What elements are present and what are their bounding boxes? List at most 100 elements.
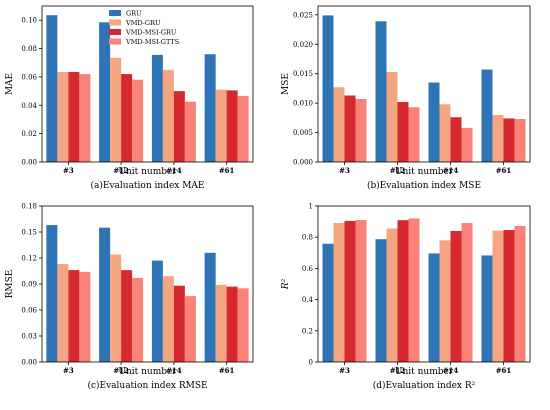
bar-vmd-gru-2 xyxy=(439,240,451,362)
bar-vmd-msi-gtts-3 xyxy=(514,225,526,362)
bar-vmd-gru-1 xyxy=(386,71,398,162)
x-tick-label: #3 xyxy=(63,166,74,175)
bar-gru-3 xyxy=(204,252,216,362)
chart-panel-0: 0.00 0.02 0.04 0.06 0.08 0.10 #3 #12 #14 #61 Unit … xyxy=(5,5,254,191)
bar-vmd-msi-gru-3 xyxy=(226,90,238,162)
y-tick-label: 0.04 xyxy=(21,102,37,110)
bar-vmd-gru-3 xyxy=(492,114,504,162)
bar-gru-2 xyxy=(428,82,440,162)
x-tick-label: #14 xyxy=(166,166,182,175)
bar-vmd-msi-gtts-1 xyxy=(408,107,420,162)
bar-vmd-msi-gru-2 xyxy=(450,117,462,162)
bar-vmd-msi-gru-3 xyxy=(503,118,515,162)
bar-vmd-gru-0 xyxy=(57,264,69,362)
x-axis-label: Unit number xyxy=(395,167,454,177)
y-tick-label: 0.010 xyxy=(293,100,313,108)
y-tick-label: 0.08 xyxy=(21,45,37,53)
bar-vmd-msi-gtts-0 xyxy=(355,99,367,162)
y-tick-label: 0.03 xyxy=(21,333,37,341)
bar-vmd-msi-gru-1 xyxy=(121,270,133,362)
legend-swatch xyxy=(109,19,121,26)
chart-panel-3: 0 0.2 0.4 0.6 0.8 1 #3 #12 #14 #61 Unit number R² (d… xyxy=(281,203,531,391)
legend-swatch xyxy=(109,38,121,45)
bar-gru-0 xyxy=(322,15,334,162)
y-tick-label: 0.06 xyxy=(21,307,37,315)
x-tick-label: #3 xyxy=(63,366,74,375)
x-axis-label: Unit number xyxy=(118,167,177,177)
y-tick-label: 0.00 xyxy=(21,159,37,167)
x-tick-label: #61 xyxy=(496,366,512,375)
y-tick-label: 0.8 xyxy=(302,234,313,242)
y-tick-label: 0.025 xyxy=(293,11,313,19)
bar-vmd-gru-1 xyxy=(110,57,122,162)
legend-label: VMD-GRU xyxy=(125,19,161,27)
bar-vmd-gru-3 xyxy=(215,284,227,362)
bar-vmd-msi-gru-2 xyxy=(450,230,462,362)
bar-vmd-msi-gru-1 xyxy=(397,101,409,162)
bar-vmd-gru-3 xyxy=(492,230,504,362)
y-tick-label: 0.005 xyxy=(293,129,313,137)
y-tick-label: 0.15 xyxy=(21,229,37,237)
bar-vmd-msi-gtts-0 xyxy=(79,74,91,162)
bar-gru-3 xyxy=(204,54,216,162)
bar-vmd-msi-gtts-2 xyxy=(184,101,196,162)
bar-vmd-msi-gru-0 xyxy=(344,95,356,162)
y-tick-label: 0.02 xyxy=(21,130,37,138)
y-axis-label: MSE xyxy=(281,73,291,95)
x-tick-label: #12 xyxy=(113,366,129,375)
bar-vmd-msi-gtts-0 xyxy=(79,271,91,362)
bar-vmd-msi-gru-3 xyxy=(226,286,238,362)
bar-vmd-msi-gtts-3 xyxy=(514,119,526,162)
x-tick-label: #3 xyxy=(339,366,350,375)
bar-vmd-msi-gru-0 xyxy=(344,220,356,362)
bar-gru-0 xyxy=(46,225,58,362)
bar-vmd-msi-gtts-1 xyxy=(132,277,144,362)
y-tick-label: 0.12 xyxy=(21,255,37,263)
x-tick-label: #61 xyxy=(496,166,512,175)
bar-vmd-msi-gtts-3 xyxy=(237,96,249,162)
x-tick-label: #14 xyxy=(443,366,459,375)
y-tick-label: 0.6 xyxy=(302,265,314,273)
bar-vmd-msi-gtts-1 xyxy=(132,79,144,162)
bar-vmd-msi-gru-0 xyxy=(68,71,80,162)
y-tick-label: 0 xyxy=(309,359,313,367)
bar-vmd-msi-gru-0 xyxy=(68,270,80,362)
x-tick-label: #3 xyxy=(339,166,350,175)
legend-label: VMD-MSI-GTTS xyxy=(125,38,179,46)
bar-gru-3 xyxy=(481,255,493,362)
y-axis-label: MAE xyxy=(5,73,15,95)
bar-vmd-msi-gru-3 xyxy=(503,230,515,362)
y-tick-label: 0.020 xyxy=(293,41,313,49)
bar-vmd-msi-gru-2 xyxy=(173,91,185,162)
y-tick-label: 0.2 xyxy=(302,327,313,335)
y-tick-label: 0.4 xyxy=(302,296,314,304)
bar-vmd-gru-3 xyxy=(215,89,227,162)
bar-vmd-gru-2 xyxy=(162,276,174,362)
bar-vmd-msi-gtts-0 xyxy=(355,220,367,362)
panel-caption: (d)Evaluation index R² xyxy=(373,380,476,391)
bar-gru-1 xyxy=(99,227,111,362)
bar-gru-2 xyxy=(428,253,440,362)
bar-gru-0 xyxy=(322,243,334,362)
plot-frame xyxy=(317,205,531,363)
bar-vmd-msi-gtts-2 xyxy=(461,127,473,162)
bar-gru-3 xyxy=(481,69,493,162)
bar-vmd-msi-gtts-2 xyxy=(184,296,196,362)
bar-vmd-msi-gtts-1 xyxy=(408,218,420,362)
y-tick-label: 0.00 xyxy=(21,359,37,367)
bar-vmd-gru-0 xyxy=(333,223,345,362)
panel-caption: (a)Evaluation index MAE xyxy=(90,180,204,191)
bar-gru-2 xyxy=(151,54,163,162)
bar-vmd-gru-0 xyxy=(333,87,345,162)
y-tick-label: 0.015 xyxy=(293,70,313,78)
bar-vmd-msi-gru-1 xyxy=(121,74,133,162)
bar-gru-0 xyxy=(46,15,58,162)
bar-vmd-gru-1 xyxy=(110,254,122,362)
x-tick-label: #14 xyxy=(443,166,459,175)
bar-gru-2 xyxy=(151,260,163,362)
chart-panel-1: 0.000 0.005 0.010 0.015 0.020 0.025 #3 #12 #14 #6… xyxy=(281,5,531,191)
legend-label: GRU xyxy=(126,10,142,18)
bar-gru-1 xyxy=(375,239,387,362)
bar-vmd-gru-2 xyxy=(162,69,174,162)
